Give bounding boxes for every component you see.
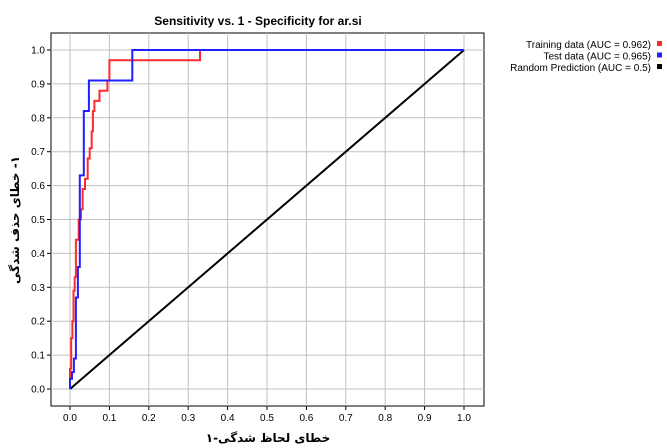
y-tick-label: 0.4	[31, 249, 45, 260]
legend-label-0: Training data (AUC = 0.962)	[526, 40, 651, 51]
x-tick-label: 0.7	[339, 413, 353, 424]
y-tick-label: 0.7	[31, 147, 45, 158]
y-tick-label: 1.0	[31, 46, 45, 57]
y-tick-label: 0.1	[31, 351, 45, 362]
y-tick-label: 0.6	[31, 181, 45, 192]
y-tick-label: 0.3	[31, 283, 45, 294]
series-line-0	[69, 49, 464, 389]
x-tick-label: 0.4	[221, 413, 235, 424]
legend-swatch-1	[657, 52, 662, 58]
axis-ticks: 0.0 0.1 0.2 0.3 0.4 0.5 0.6 0.7 0.8 0.9 1.0 0.0 0.1 0…	[31, 46, 471, 425]
series-line-1	[69, 49, 464, 389]
x-tick-label: 0.2	[142, 413, 156, 424]
x-tick-label: 0.6	[299, 413, 313, 424]
y-tick-label: 0.5	[31, 215, 45, 226]
y-tick-label: 0.2	[31, 317, 45, 328]
x-tick-label: 0.8	[378, 413, 392, 424]
y-axis-title: ۱- خطای حذف شدگی	[8, 156, 22, 284]
legend-swatch-2	[657, 64, 662, 69]
legend-label-1: Test data (AUC = 0.965)	[543, 52, 651, 63]
series-lines	[69, 49, 465, 390]
x-tick-label: 0.3	[181, 413, 195, 424]
y-tick-label: 0.0	[31, 385, 45, 396]
series-line-2	[69, 49, 465, 390]
chart-title: Sensitivity vs. 1 - Specificity for ar.s…	[154, 14, 361, 28]
legend-swatch-0	[657, 41, 662, 46]
x-tick-label: 0.5	[260, 413, 274, 424]
y-tick-label: 0.9	[31, 79, 45, 90]
legend-label-2: Random Prediction (AUC = 0.5)	[510, 63, 651, 74]
x-tick-label: 0.9	[418, 413, 432, 424]
x-tick-label: 0.1	[102, 413, 116, 424]
x-axis-title: خطای لحاظ شدگی-۱	[206, 431, 330, 445]
x-tick-label: 0.0	[63, 413, 77, 424]
x-tick-label: 1.0	[457, 413, 471, 424]
y-tick-label: 0.8	[31, 113, 45, 124]
legend: Training data (AUC = 0.962)Test data (AU…	[510, 40, 662, 74]
